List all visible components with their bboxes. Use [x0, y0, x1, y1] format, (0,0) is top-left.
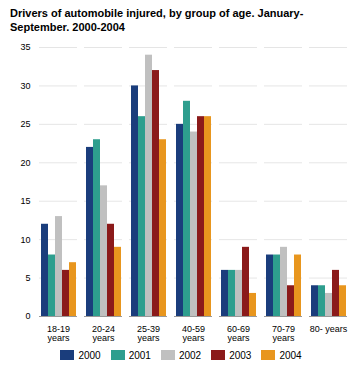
svg-text:30: 30 — [20, 80, 30, 90]
html-text:2000: 2000 — [78, 349, 101, 361]
svg-text:80- years: 80- years — [310, 323, 348, 333]
html-text:2002: 2002 — [178, 349, 202, 361]
svg-text:0: 0 — [25, 311, 30, 321]
svg-text:20: 20 — [20, 157, 30, 167]
svg-text:40-59years: 40-59years — [182, 323, 205, 342]
svg-text:18-19years: 18-19years — [47, 323, 70, 342]
svg-text:15: 15 — [20, 196, 30, 206]
svg-text:5: 5 — [25, 273, 30, 283]
html-text:2001: 2001 — [128, 349, 151, 361]
svg-text:60-69years: 60-69years — [227, 323, 250, 342]
svg-text:20-24years: 20-24years — [92, 323, 115, 342]
svg-text:25-39years: 25-39years — [137, 323, 160, 342]
html-text:2003: 2003 — [229, 349, 252, 361]
html-text:Drivers of automobile injured,: Drivers of automobile injured, by group … — [10, 7, 304, 34]
svg-text:10: 10 — [20, 234, 30, 244]
svg-text:70-79years: 70-79years — [272, 323, 295, 342]
svg-text:25: 25 — [20, 119, 30, 129]
svg-text:35: 35 — [20, 42, 30, 52]
html-text:2004: 2004 — [279, 349, 302, 361]
